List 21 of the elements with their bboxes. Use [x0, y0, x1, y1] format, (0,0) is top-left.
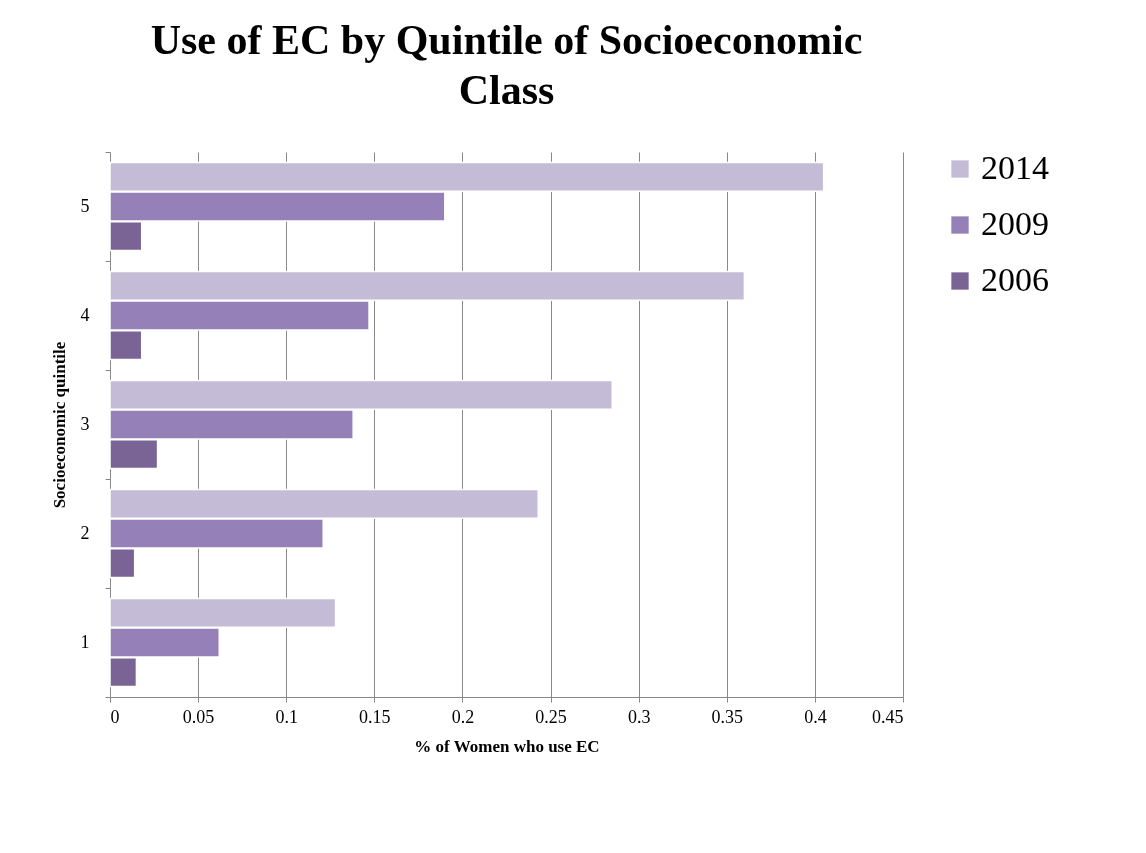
legend-label: 2014: [981, 149, 1049, 186]
x-tick-label: 0.4: [804, 706, 827, 727]
y-tick-label: 5: [80, 196, 90, 216]
y-tick-label: 2: [80, 523, 90, 543]
y-tick-label: 3: [80, 414, 90, 434]
x-tick-label: 0.45: [872, 706, 904, 727]
y-tick-label: 1: [80, 632, 90, 652]
x-tick-label: 0.2: [451, 706, 475, 727]
x-tick-label: 0.05: [182, 706, 215, 727]
legend-label: 2006: [981, 261, 1049, 298]
x-tick-label: 0.25: [535, 706, 567, 727]
chart-title: Use of EC by Quintile of Socioeconomic Class: [150, 17, 863, 113]
y-tick-label: 4: [80, 305, 90, 325]
x-tick-label: 0.35: [711, 706, 744, 727]
legend-label: 2009: [981, 205, 1049, 242]
x-tick-label: 0: [110, 706, 120, 727]
x-axis-title: % of Women who use EC: [414, 736, 600, 756]
x-tick-label: 0.3: [627, 706, 651, 727]
x-tick-label: 0.15: [359, 706, 391, 727]
x-tick-label: 0.1: [275, 706, 298, 727]
y-axis-title: Socioeconomic quintile: [49, 341, 69, 509]
